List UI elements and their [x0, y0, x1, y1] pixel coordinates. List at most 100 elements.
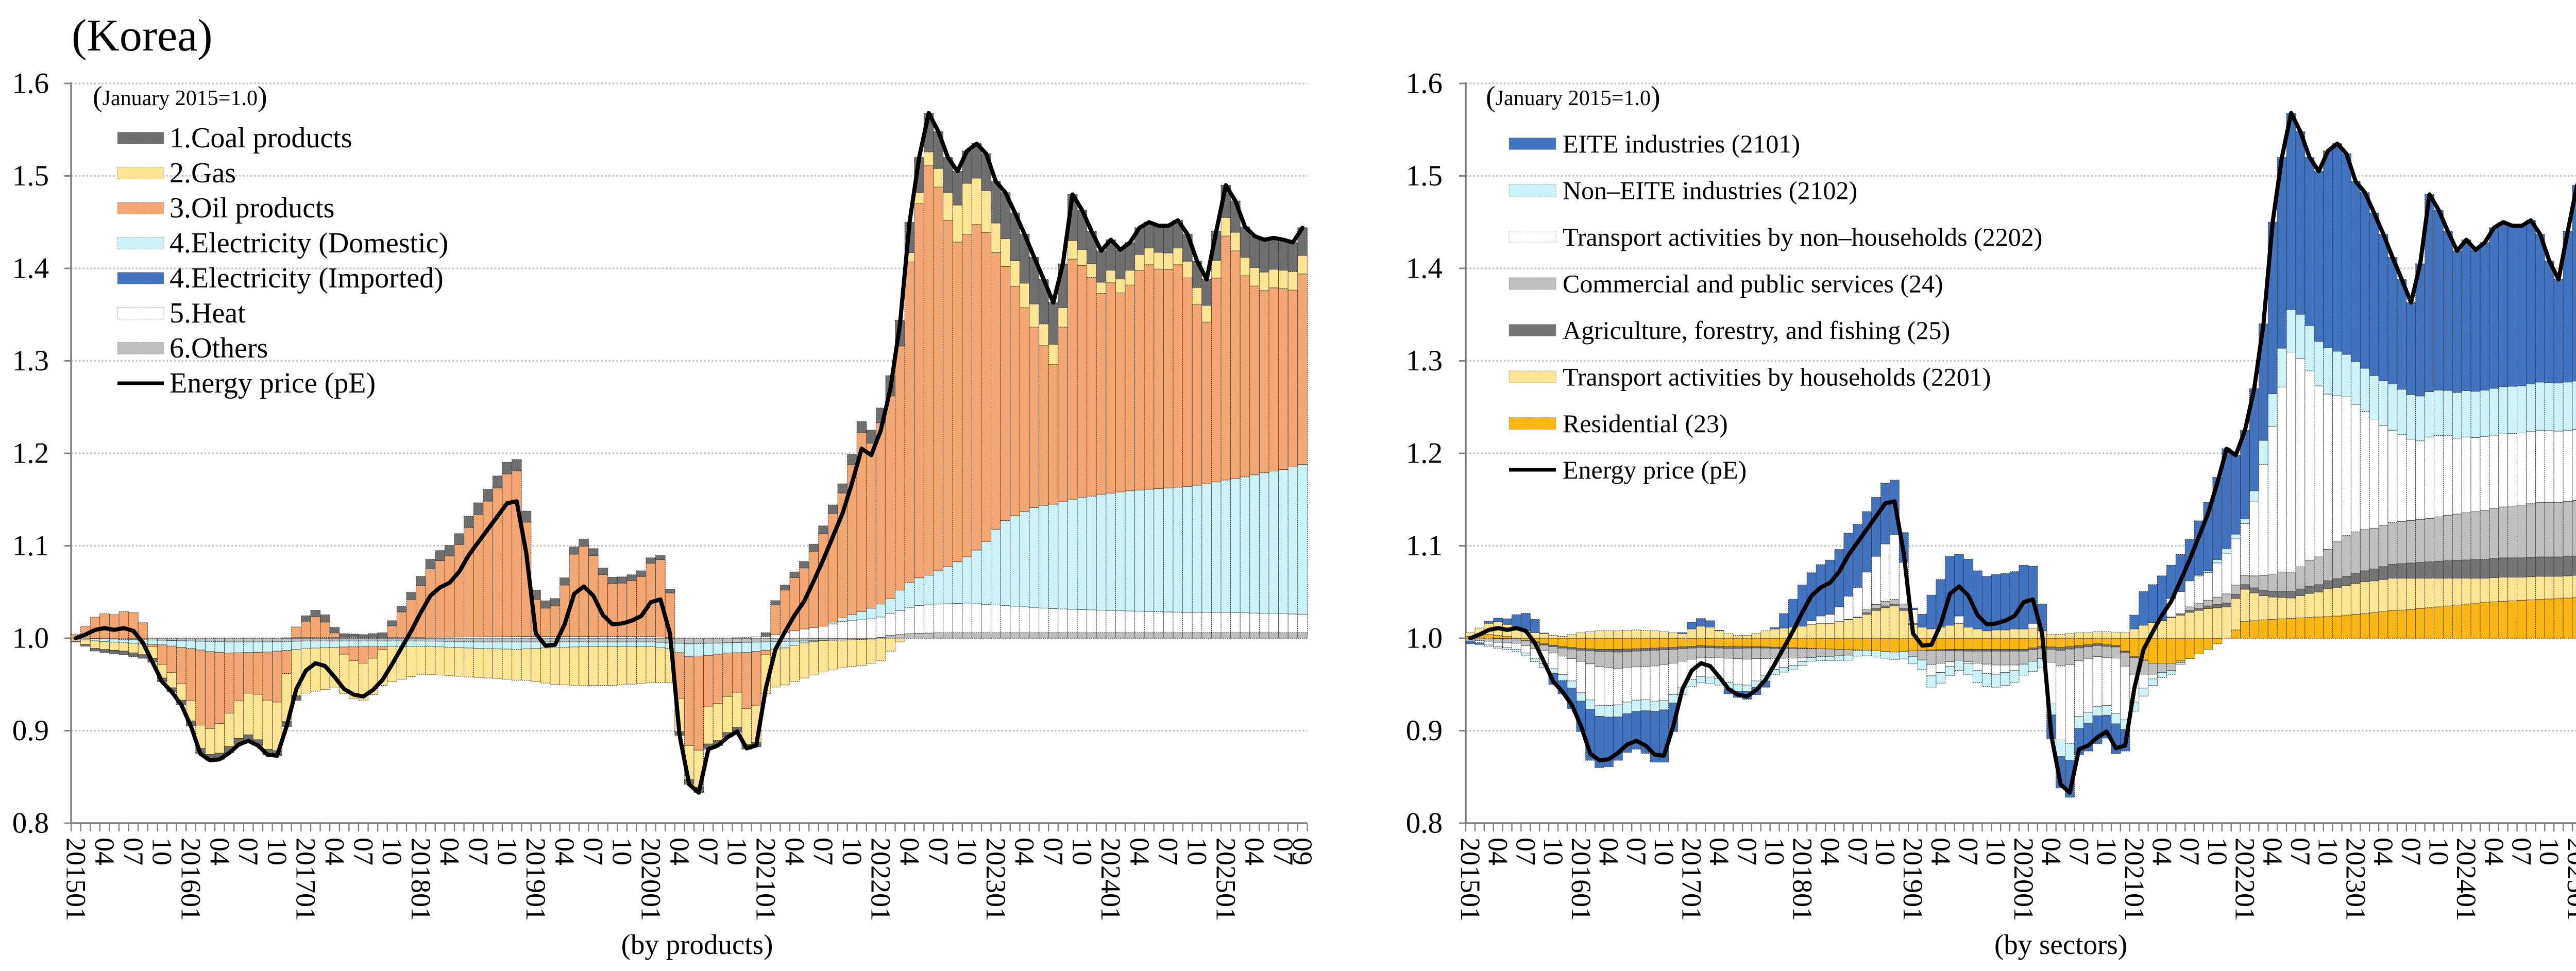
svg-text:Commercial and public services: Commercial and public services (24) [1563, 269, 1943, 298]
svg-text:04: 04 [894, 838, 925, 865]
svg-text:04: 04 [1009, 838, 1040, 865]
svg-text:0.9: 0.9 [12, 714, 49, 747]
svg-text:07: 07 [1153, 838, 1184, 865]
svg-text:4.Electricity (Imported): 4.Electricity (Imported) [170, 262, 444, 294]
svg-text:202501: 202501 [2562, 838, 2576, 921]
svg-text:10: 10 [1182, 838, 1213, 865]
svg-text:1.Coal products: 1.Coal products [170, 122, 352, 154]
svg-text:10: 10 [2091, 838, 2122, 865]
svg-text:3.Oil products: 3.Oil products [170, 192, 334, 224]
svg-text:07: 07 [1621, 838, 1652, 865]
svg-text:5.Heat: 5.Heat [170, 297, 246, 329]
svg-text:Energy price (pE): Energy price (pE) [170, 367, 376, 399]
svg-text:2.Gas: 2.Gas [170, 157, 236, 189]
svg-text:Energy price (pE): Energy price (pE) [1563, 455, 1747, 484]
svg-text:04: 04 [204, 838, 235, 865]
svg-text:04: 04 [2479, 838, 2510, 865]
svg-text:07: 07 [463, 838, 494, 865]
svg-text:04: 04 [434, 838, 465, 865]
svg-text:1.6: 1.6 [12, 67, 49, 100]
svg-text:202501: 202501 [1210, 838, 1241, 921]
svg-text:10: 10 [1980, 838, 2011, 865]
svg-text:Residential (23): Residential (23) [1563, 409, 1728, 438]
svg-text:10: 10 [952, 838, 982, 865]
svg-text:04: 04 [1925, 838, 1956, 865]
svg-text:04: 04 [319, 838, 350, 865]
svg-text:10: 10 [2423, 838, 2454, 865]
svg-text:202001: 202001 [2008, 838, 2039, 921]
svg-text:10: 10 [722, 838, 753, 865]
svg-text:04: 04 [1239, 838, 1270, 865]
svg-text:1.4: 1.4 [1406, 252, 1443, 285]
svg-text:04: 04 [779, 838, 810, 865]
svg-text:Transport activities by non–ho: Transport activities by non–households (… [1563, 223, 2042, 251]
svg-text:10: 10 [607, 838, 638, 865]
svg-text:0.8: 0.8 [1406, 807, 1443, 840]
svg-text:4.Electricity (Domestic): 4.Electricity (Domestic) [170, 227, 448, 259]
svg-text:10: 10 [492, 838, 522, 865]
svg-text:1.2: 1.2 [12, 437, 49, 470]
svg-text:1.1: 1.1 [1406, 530, 1443, 562]
svg-text:201701: 201701 [291, 838, 321, 921]
svg-text:(by sectors): (by sectors) [1994, 929, 2127, 960]
svg-text:04: 04 [1593, 838, 1624, 865]
svg-text:1.6: 1.6 [1406, 67, 1443, 100]
svg-text:07: 07 [808, 838, 839, 865]
svg-text:1.4: 1.4 [12, 252, 49, 285]
svg-text:201501: 201501 [60, 838, 91, 921]
svg-text:202001: 202001 [635, 838, 666, 921]
svg-text:202301: 202301 [2340, 838, 2371, 921]
svg-text:07: 07 [923, 838, 954, 865]
svg-text:1.0: 1.0 [1406, 622, 1443, 655]
svg-text:04: 04 [2257, 838, 2288, 865]
svg-text:04: 04 [2036, 838, 2067, 865]
svg-text:202401: 202401 [1095, 838, 1126, 921]
svg-text:(Korea): (Korea) [72, 11, 213, 61]
svg-text:10: 10 [1759, 838, 1790, 865]
svg-text:10: 10 [2313, 838, 2344, 865]
svg-text:1.0: 1.0 [12, 622, 49, 655]
svg-text:04: 04 [2368, 838, 2399, 865]
svg-text:07: 07 [578, 838, 609, 865]
svg-text:10: 10 [1066, 838, 1097, 865]
svg-text:1.3: 1.3 [1406, 345, 1443, 377]
svg-text:1.2: 1.2 [1406, 437, 1443, 470]
svg-text:10: 10 [837, 838, 868, 865]
svg-text:04: 04 [664, 838, 695, 865]
svg-text:202301: 202301 [980, 838, 1011, 921]
svg-text:07: 07 [2506, 838, 2537, 865]
svg-text:202101: 202101 [751, 838, 782, 921]
svg-text:0.8: 0.8 [12, 807, 49, 840]
svg-text:6.Others: 6.Others [170, 332, 268, 364]
svg-text:201901: 201901 [520, 838, 551, 921]
svg-text:201701: 201701 [1676, 838, 1707, 921]
svg-text:201801: 201801 [405, 838, 436, 921]
svg-text:202101: 202101 [2119, 838, 2150, 921]
svg-text:04: 04 [2146, 838, 2177, 865]
svg-text:1.1: 1.1 [12, 530, 49, 562]
svg-text:04: 04 [1704, 838, 1735, 865]
svg-text:04: 04 [1815, 838, 1845, 865]
svg-text:10: 10 [2534, 838, 2565, 865]
svg-text:10: 10 [1538, 838, 1569, 865]
svg-text:202201: 202201 [2230, 838, 2261, 921]
svg-text:201601: 201601 [1566, 838, 1597, 921]
svg-text:07: 07 [1038, 838, 1069, 865]
svg-text:201601: 201601 [176, 838, 207, 921]
svg-text:07: 07 [118, 838, 149, 865]
svg-text:07: 07 [348, 838, 379, 865]
svg-text:07: 07 [1732, 838, 1762, 865]
svg-text:10: 10 [1870, 838, 1901, 865]
svg-text:10: 10 [377, 838, 408, 865]
svg-text:10: 10 [1649, 838, 1680, 865]
svg-text:Transport activities by househ: Transport activities by households (2201… [1563, 363, 1991, 391]
svg-text:201901: 201901 [1897, 838, 1928, 921]
svg-text:07: 07 [2396, 838, 2427, 865]
svg-text:10: 10 [147, 838, 178, 865]
svg-text:04: 04 [1483, 838, 1514, 865]
svg-text:EITE industries (2101): EITE industries (2101) [1563, 129, 1800, 158]
svg-text:1.5: 1.5 [1406, 160, 1443, 192]
svg-text:1.5: 1.5 [12, 160, 49, 192]
svg-text:(January 2015=1.0): (January 2015=1.0) [1486, 81, 1660, 113]
svg-text:09: 09 [1287, 838, 1318, 865]
